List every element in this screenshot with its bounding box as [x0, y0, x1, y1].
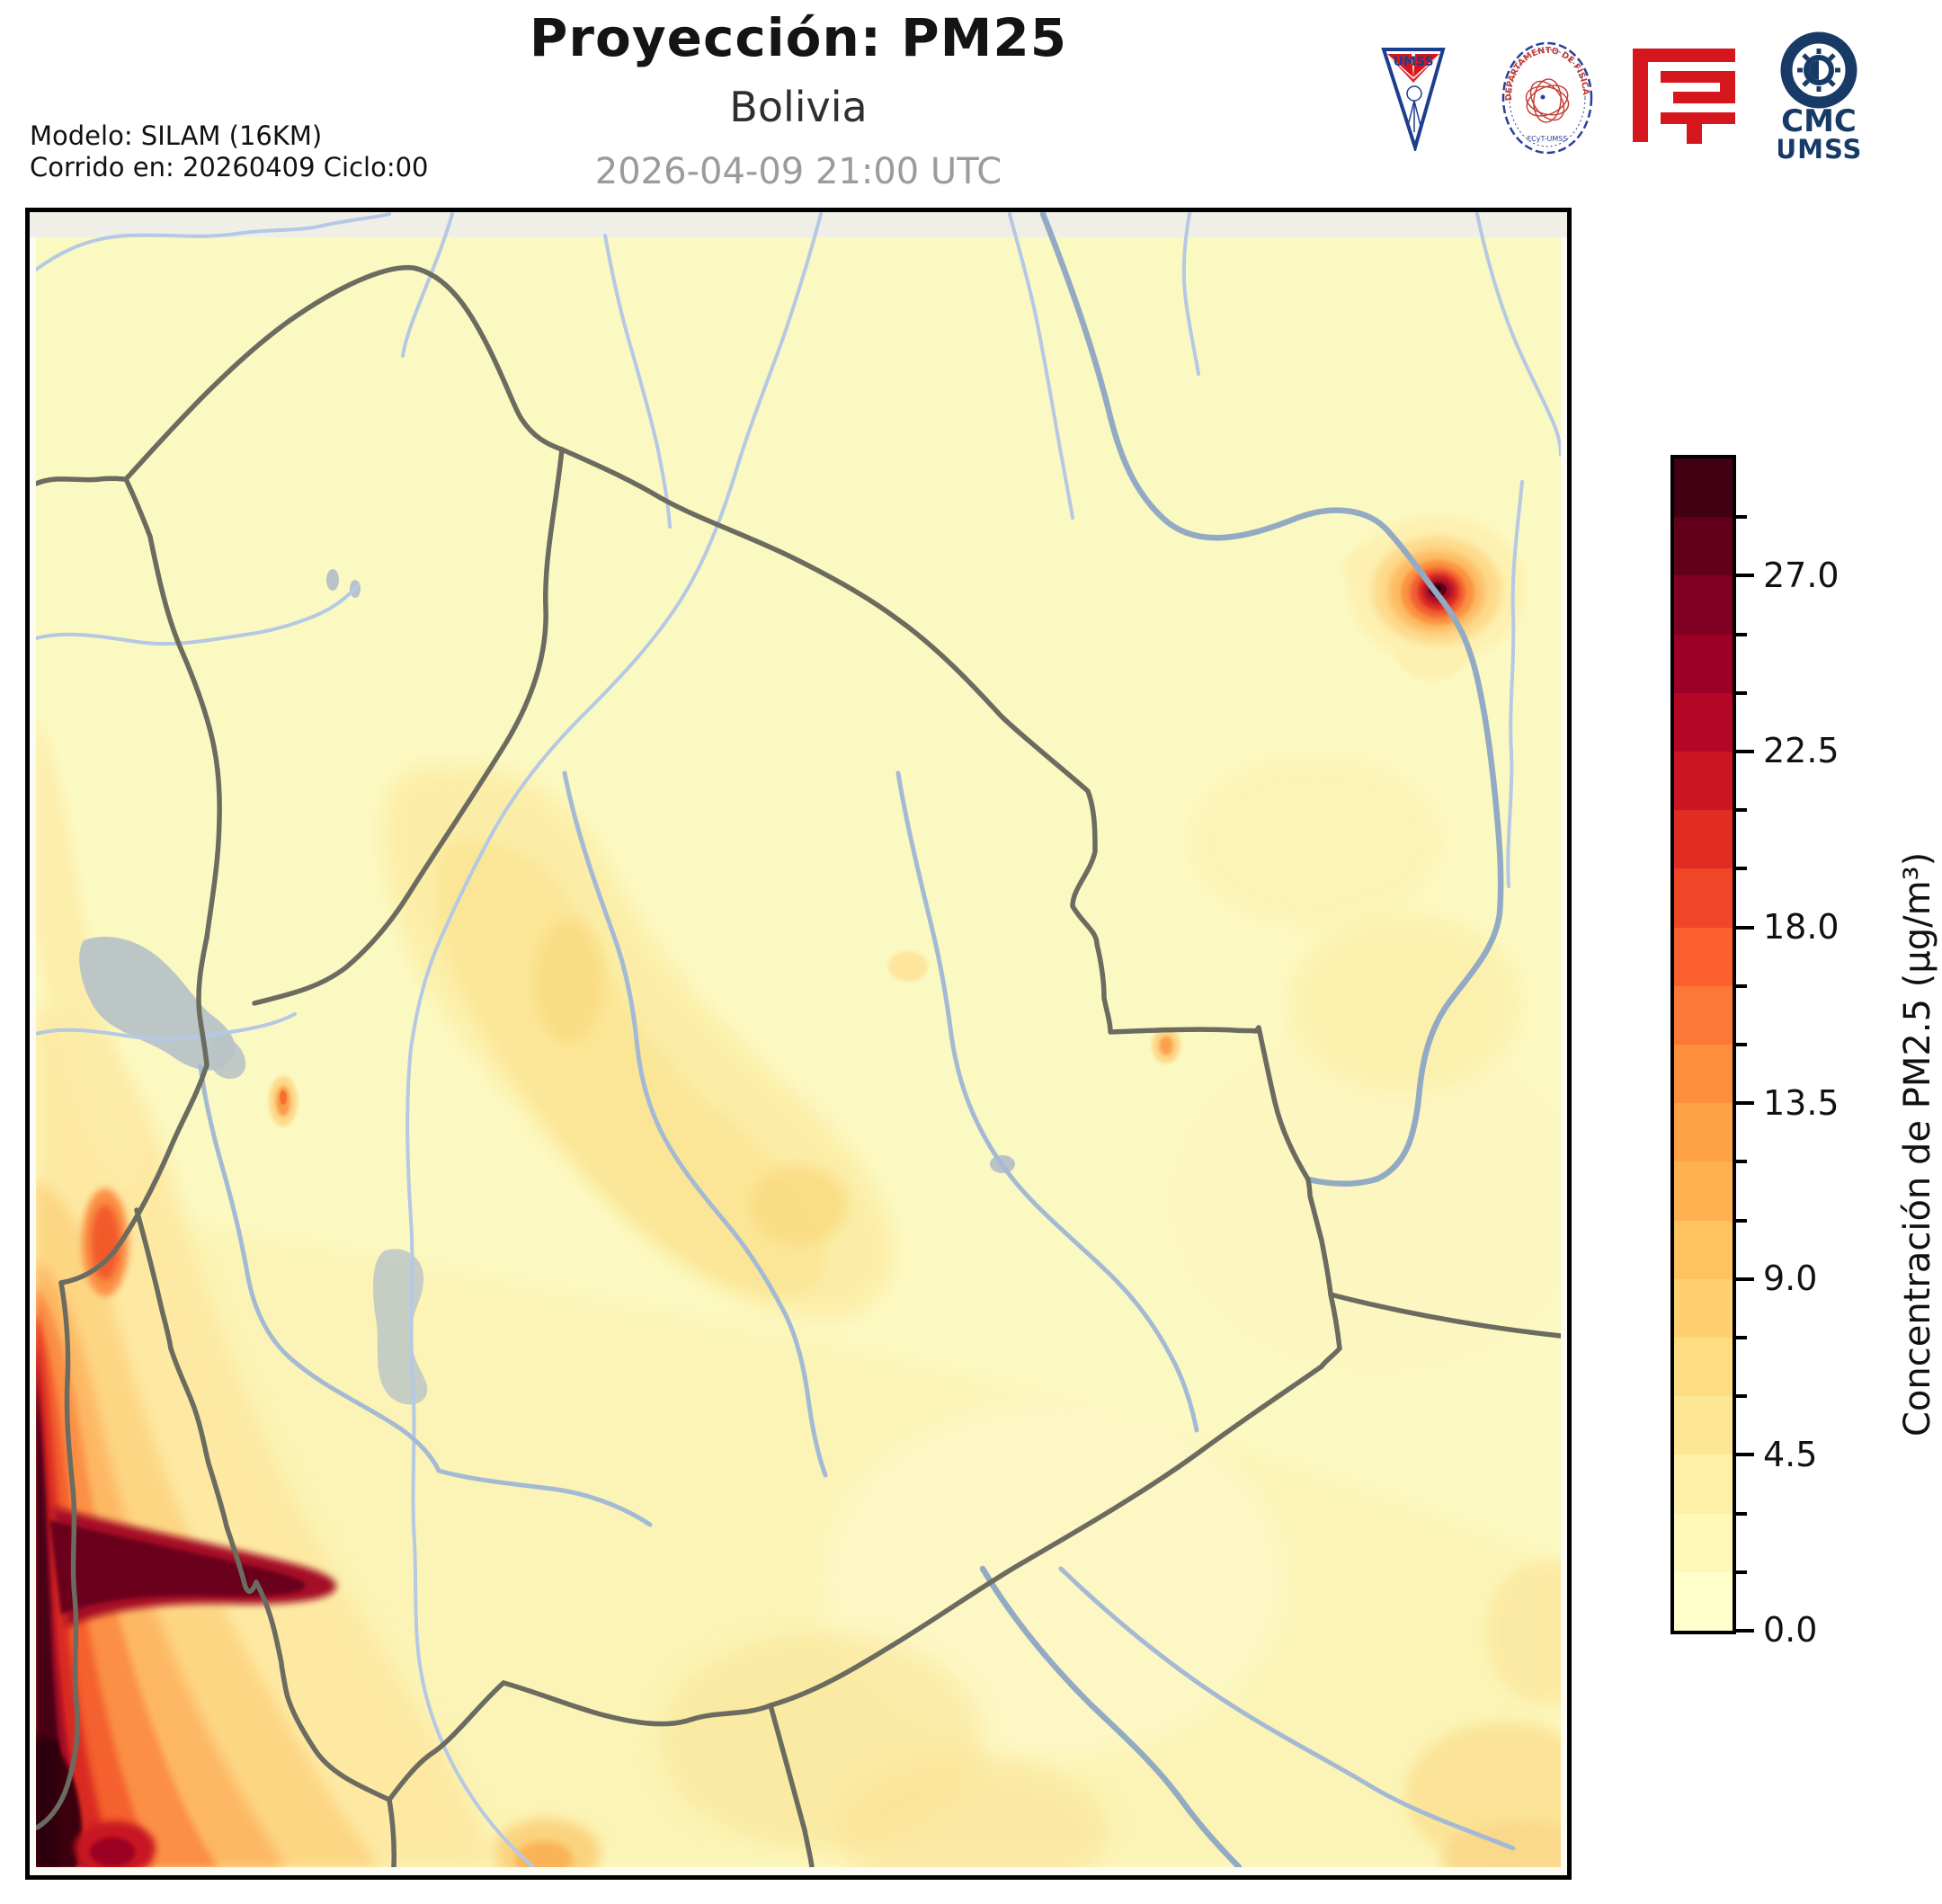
colorbar-tick-label: 4.5 [1763, 1435, 1818, 1474]
colorbar-minor-tick [1736, 1394, 1747, 1399]
colorbar-segment [1674, 1571, 1733, 1632]
physics-seal-icon: DEPARTAMENTO DE FÍSICA FCyT-UMSS [1501, 41, 1593, 155]
colorbar [1670, 455, 1736, 1634]
colorbar-segment [1674, 634, 1733, 693]
umss-pennant-logo: UMSS [1381, 47, 1446, 155]
svg-text:FCyT-UMSS: FCyT-UMSS [1528, 135, 1568, 143]
colorbar-axis-label-text: Concentración de PM2.5 (µg/m³) [1897, 851, 1938, 1437]
model-name: Modelo: SILAM (16KM) [30, 120, 323, 151]
colorbar-major-tick [1736, 1277, 1754, 1281]
colorbar-segment [1674, 927, 1733, 986]
colorbar-segment [1674, 1396, 1733, 1455]
colorbar-tick-label: 22.5 [1763, 731, 1840, 770]
colorbar-segment [1674, 1278, 1733, 1339]
colorbar-major-tick [1736, 925, 1754, 930]
cmc-umss-logo: CMC UMSS [1776, 31, 1865, 165]
colorbar-minor-tick [1736, 1043, 1747, 1046]
colorbar-segment [1674, 752, 1733, 811]
colorbar-minor-tick [1736, 632, 1747, 636]
colorbar-segment [1674, 575, 1733, 635]
colorbar-minor-tick [1736, 690, 1747, 695]
colorbar-segment [1674, 1455, 1733, 1514]
lake-titicaca-south-lobe [209, 1032, 246, 1080]
page-title: Proyección: PM25 [529, 7, 1068, 68]
colorbar-tick-label: 27.0 [1763, 556, 1840, 595]
colorbar-gradient [1674, 458, 1733, 1632]
colorbar-major-tick [1736, 750, 1754, 753]
colorbar-segment [1674, 458, 1733, 518]
model-run: Corrido en: 20260409 Ciclo:00 [30, 152, 429, 182]
svg-text:UMSS: UMSS [1778, 134, 1862, 162]
map-canvas [30, 212, 1567, 1875]
small-lake [326, 569, 339, 591]
colorbar-minor-tick [1736, 515, 1747, 520]
colorbar-major-tick [1736, 1453, 1754, 1457]
fcyt-red-mark-icon [1633, 49, 1735, 144]
colorbar-minor-tick [1736, 1511, 1747, 1516]
colorbar-minor-tick [1736, 1160, 1747, 1164]
colorbar-segment [1674, 1103, 1733, 1162]
colorbar-minor-tick [1736, 1570, 1747, 1574]
colorbar-major-tick [1736, 574, 1754, 578]
colorbar-segment [1674, 1045, 1733, 1104]
out-of-domain-band [30, 212, 1567, 237]
pm25-contour-field [36, 515, 1561, 1867]
lake-poopo [373, 1249, 428, 1405]
colorbar-tick-label: 18.0 [1763, 907, 1840, 947]
colorbar-minor-tick [1736, 808, 1747, 813]
colorbar-major-tick [1736, 1629, 1754, 1633]
colorbar-tick-label: 0.0 [1763, 1610, 1818, 1650]
rivers-major [979, 212, 1504, 1867]
colorbar-ticks: 27.0 22.5 18.0 13.5 9.0 4.5 0.0 [1736, 458, 1934, 1647]
colorbar-tick-label: 13.5 [1763, 1083, 1840, 1123]
rivers [36, 212, 1561, 1867]
forecast-datetime: 2026-04-09 21:00 UTC [594, 151, 1002, 192]
colorbar-segment [1674, 1161, 1733, 1221]
map-frame [25, 208, 1572, 1880]
fcyt-red-logo [1631, 47, 1737, 147]
colorbar-minor-tick [1736, 867, 1747, 871]
small-orange-spots [269, 951, 1180, 1126]
colorbar-minor-tick [1736, 983, 1747, 988]
colorbar-segment [1674, 517, 1733, 576]
svg-text:CMC: CMC [1781, 103, 1857, 139]
colorbar-major-tick [1736, 1101, 1754, 1106]
colorbar-segment [1674, 1513, 1733, 1572]
colorbar-minor-tick [1736, 1336, 1747, 1339]
national-borders [36, 264, 1561, 1867]
colorbar-segment [1674, 868, 1733, 928]
rivers-medium [198, 770, 1516, 1851]
colorbar-segment [1674, 692, 1733, 752]
colorbar-minor-tick [1736, 1218, 1747, 1223]
physics-department-seal: DEPARTAMENTO DE FÍSICA FCyT-UMSS [1500, 40, 1595, 160]
colorbar-tick-label: 9.0 [1763, 1259, 1818, 1298]
cmc-umss-icon: CMC UMSS [1776, 31, 1862, 165]
svg-text:UMSS: UMSS [1394, 55, 1434, 69]
page-subtitle: Bolivia [729, 83, 868, 131]
colorbar-segment [1674, 1338, 1733, 1397]
colorbar-segment [1674, 1220, 1733, 1279]
umss-pennant-icon: UMSS [1381, 48, 1446, 154]
colorbar-segment [1674, 810, 1733, 869]
model-info: Modelo: SILAM (16KM) Corrido en: 2026040… [30, 120, 429, 183]
colorbar-segment [1674, 985, 1733, 1045]
